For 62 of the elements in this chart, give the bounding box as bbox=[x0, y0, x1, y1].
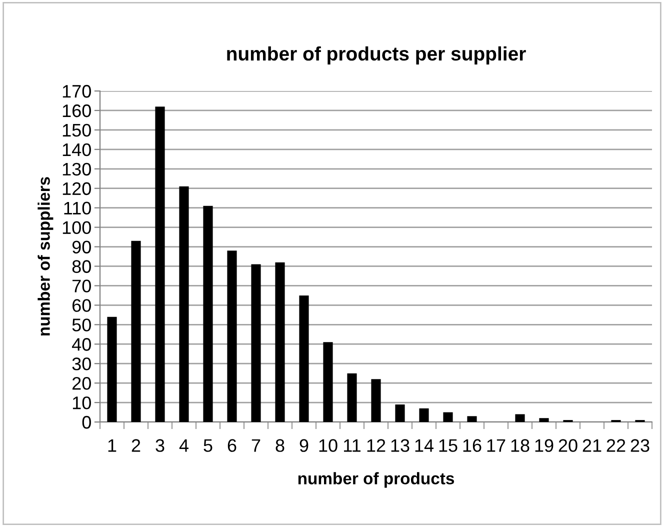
bar bbox=[347, 373, 357, 422]
bar bbox=[203, 206, 213, 422]
y-tick-label: 70 bbox=[72, 280, 91, 292]
y-tick-label: 120 bbox=[62, 182, 91, 196]
x-tick-label: 21 bbox=[582, 439, 602, 452]
x-axis-title: number of products bbox=[298, 472, 454, 488]
y-tick-label: 150 bbox=[62, 124, 91, 137]
y-tick-label: 170 bbox=[62, 84, 91, 98]
x-tick-label: 19 bbox=[535, 439, 554, 452]
bar bbox=[227, 250, 237, 422]
x-tick-label: 9 bbox=[300, 439, 308, 452]
x-tick-label: 7 bbox=[252, 439, 260, 452]
bar bbox=[515, 414, 525, 422]
x-tick-label: 17 bbox=[487, 439, 506, 452]
x-tick-label: 10 bbox=[319, 439, 338, 452]
y-tick-label: 130 bbox=[62, 162, 91, 176]
x-tick-label: 14 bbox=[415, 439, 434, 452]
bar bbox=[131, 240, 141, 422]
x-tick-label: 13 bbox=[391, 439, 410, 452]
y-tick-label: 10 bbox=[72, 396, 91, 410]
x-tick-label: 20 bbox=[558, 439, 578, 452]
x-tick-label: 11 bbox=[344, 439, 360, 452]
chart-title: number of products per supplier bbox=[227, 46, 526, 64]
y-axis-title: number of suppliers bbox=[38, 177, 54, 336]
y-tick-label: 50 bbox=[72, 318, 91, 332]
bar bbox=[323, 342, 333, 422]
bar bbox=[179, 186, 189, 422]
bar bbox=[275, 262, 285, 422]
bar bbox=[467, 416, 477, 422]
bar bbox=[395, 404, 405, 422]
x-tick-label: 3 bbox=[156, 439, 164, 452]
x-tick-label: 22 bbox=[606, 439, 626, 452]
x-tick-label: 2 bbox=[132, 439, 140, 452]
y-tick-label: 80 bbox=[72, 260, 91, 273]
y-tick-label: 40 bbox=[72, 338, 91, 351]
x-tick-label: 23 bbox=[630, 439, 650, 452]
bar bbox=[155, 106, 165, 422]
y-tick-label: 20 bbox=[72, 376, 91, 390]
y-tick-label: 140 bbox=[62, 143, 91, 156]
bar bbox=[251, 264, 261, 422]
y-tick-label: 160 bbox=[62, 104, 91, 118]
x-tick-label: 8 bbox=[276, 439, 284, 452]
y-tick-label: 100 bbox=[62, 221, 91, 234]
x-tick-label: 18 bbox=[511, 439, 530, 452]
y-tick-label: 90 bbox=[72, 240, 91, 254]
bar bbox=[107, 316, 117, 422]
bar bbox=[419, 408, 429, 422]
x-tick-label: 12 bbox=[367, 439, 386, 452]
x-tick-label: 1 bbox=[108, 439, 116, 452]
y-tick-label: 110 bbox=[64, 202, 91, 215]
y-tick-label: 0 bbox=[82, 416, 91, 429]
bar bbox=[539, 418, 549, 422]
x-tick-label: 5 bbox=[204, 439, 212, 452]
x-tick-label: 6 bbox=[228, 439, 236, 452]
bar bbox=[299, 295, 309, 422]
bar bbox=[443, 412, 453, 422]
bar bbox=[371, 379, 381, 422]
y-tick-label: 30 bbox=[72, 358, 91, 370]
x-tick-label: 15 bbox=[439, 439, 458, 452]
x-tick-label: 4 bbox=[179, 439, 188, 452]
y-tick-label: 60 bbox=[72, 299, 91, 312]
x-tick-label: 16 bbox=[463, 439, 482, 452]
